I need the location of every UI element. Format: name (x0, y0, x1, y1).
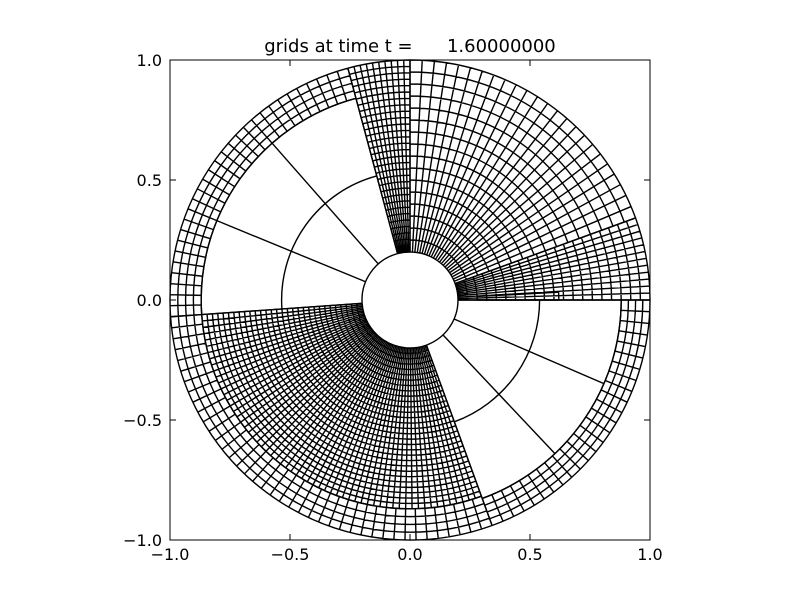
y-tick-label: 0.0 (137, 291, 162, 310)
chart-title: grids at time t = 1.60000000 (264, 36, 556, 57)
mesh-patch (169, 313, 493, 541)
x-tick-label: −1.0 (151, 545, 190, 564)
x-tick-label: 1.0 (637, 545, 662, 564)
mesh-patch (481, 299, 651, 527)
x-tick-label: 0.5 (517, 545, 542, 564)
y-tick-label: 1.0 (137, 51, 162, 70)
x-tick-label: 0.0 (397, 545, 422, 564)
y-tick-label: −1.0 (123, 531, 162, 550)
y-tick-label: −0.5 (123, 411, 162, 430)
mesh (169, 59, 651, 541)
mesh-patch (476, 291, 560, 301)
y-tick-label: 0.5 (137, 171, 162, 190)
x-tick-label: −0.5 (271, 545, 310, 564)
mesh-patch (347, 59, 411, 255)
mesh-patch (409, 59, 637, 285)
mesh-patch (169, 67, 357, 318)
mesh-patch (454, 217, 651, 301)
